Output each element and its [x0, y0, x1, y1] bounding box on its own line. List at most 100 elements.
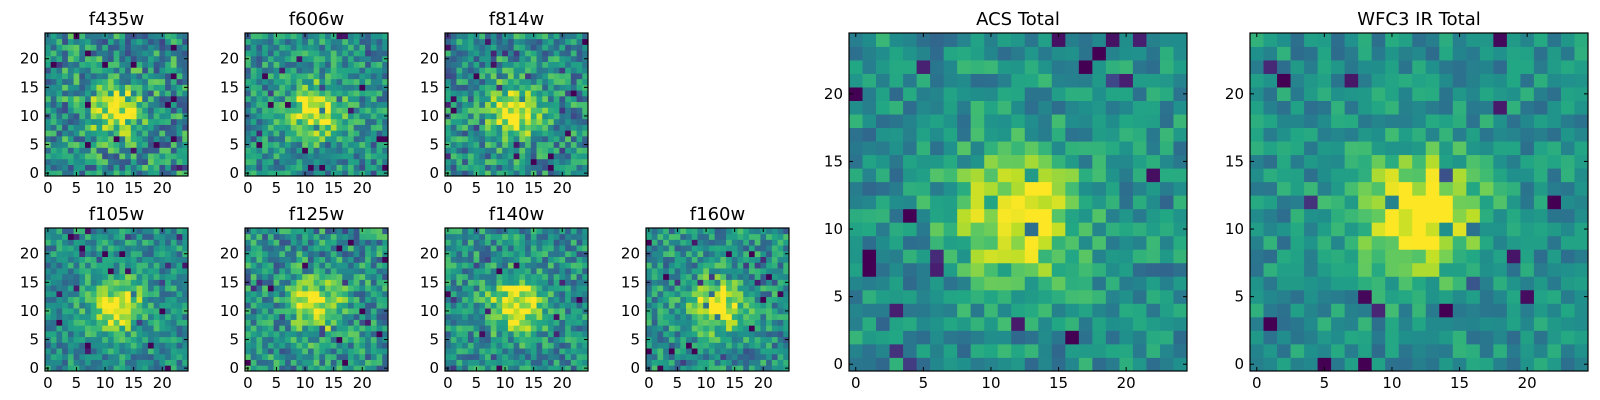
heatmap-cell — [553, 365, 560, 372]
heatmap-cell — [290, 256, 297, 263]
heatmap-cell — [726, 342, 733, 349]
heatmap-cell — [771, 330, 778, 338]
heatmap-cell — [62, 164, 69, 171]
heatmap-cell — [62, 256, 69, 263]
heatmap-cell — [90, 90, 97, 97]
heatmap-cell — [467, 228, 474, 235]
heatmap-cell — [50, 325, 57, 332]
heatmap-cell — [542, 256, 549, 263]
heatmap-cell — [777, 319, 784, 326]
heatmap-cell — [119, 61, 126, 68]
heatmap-cell — [262, 290, 269, 298]
heatmap-cell — [359, 135, 366, 143]
heatmap-cell — [336, 308, 343, 315]
heatmap-cell — [125, 147, 132, 154]
heatmap-cell — [708, 348, 716, 355]
heatmap-cell — [714, 239, 721, 246]
heatmap-cell — [67, 353, 74, 360]
heatmap-cell — [296, 61, 303, 68]
heatmap-cell — [319, 262, 326, 269]
heatmap-cell — [530, 78, 537, 85]
heatmap-cell — [889, 289, 904, 304]
heatmap-cell — [113, 118, 120, 125]
heatmap-cell — [777, 245, 784, 252]
heatmap-cell — [536, 290, 543, 298]
heatmap-cell — [565, 319, 572, 326]
heatmap-cell — [136, 101, 143, 108]
heatmap-cell — [479, 107, 486, 114]
heatmap-cell — [680, 268, 687, 275]
heatmap-cell — [113, 365, 120, 372]
heatmap-cell — [1173, 343, 1188, 358]
heatmap-cell — [668, 228, 675, 235]
heatmap-cell — [90, 308, 97, 315]
heatmap-cell — [279, 290, 286, 298]
heatmap-cell — [67, 90, 74, 97]
heatmap-cell — [336, 153, 343, 160]
heatmap-cell — [943, 330, 958, 345]
heatmap-cell — [45, 124, 52, 131]
heatmap-cell — [347, 135, 355, 143]
heatmap-cell — [170, 95, 177, 103]
heatmap-cell — [513, 365, 520, 372]
heatmap-cell — [330, 73, 337, 80]
heatmap-cell — [62, 147, 69, 154]
heatmap-cell — [290, 90, 297, 97]
heatmap-cell — [102, 38, 109, 45]
heatmap-cell — [467, 319, 474, 326]
heatmap-cell — [90, 33, 97, 40]
heatmap-cell — [170, 268, 177, 275]
heatmap-cell — [176, 38, 183, 45]
heatmap-cell — [382, 256, 389, 263]
heatmap-cell — [279, 228, 286, 235]
heatmap-cell — [313, 319, 320, 326]
heatmap-cell — [559, 141, 566, 148]
heatmap-cell — [490, 233, 497, 240]
heatmap-cell — [79, 290, 86, 298]
heatmap-cell — [496, 135, 503, 143]
heatmap-cell — [125, 296, 132, 303]
heatmap-cell — [1146, 181, 1161, 196]
heatmap-cell — [107, 353, 115, 360]
heatmap-cell — [513, 262, 520, 269]
heatmap-cell — [119, 135, 126, 143]
heatmap-cell — [576, 113, 583, 120]
heatmap-cell — [365, 61, 372, 68]
heatmap-cell — [347, 296, 355, 303]
heatmap-cell — [159, 336, 166, 343]
heatmap-cell — [56, 141, 63, 148]
heatmap-cell — [342, 101, 349, 108]
heatmap-cell — [559, 313, 566, 320]
heatmap-cell — [325, 84, 332, 91]
heatmap-cell — [536, 256, 543, 263]
heatmap-cell — [353, 147, 360, 154]
heatmap-cell — [342, 262, 349, 269]
heatmap-cell — [668, 325, 675, 332]
heatmap-cell — [485, 164, 492, 171]
heatmap-cell — [256, 365, 263, 372]
x-tick-label: 5 — [272, 179, 282, 197]
heatmap-cell — [56, 262, 63, 269]
heatmap-cell — [576, 348, 583, 355]
heatmap-cell — [325, 279, 332, 286]
heatmap-cell — [85, 50, 92, 57]
panel-title: f105w — [89, 204, 144, 225]
heatmap-cell — [285, 141, 292, 148]
heatmap-cell — [582, 67, 589, 74]
heatmap-cell — [984, 249, 999, 264]
heatmap-cell — [513, 245, 520, 252]
heatmap-cell — [85, 233, 92, 240]
heatmap-cell — [45, 164, 52, 171]
heatmap-cell — [330, 250, 337, 257]
heatmap-cell — [731, 262, 738, 269]
heatmap-cell — [473, 348, 480, 355]
heatmap-cell — [359, 113, 366, 120]
heatmap-cell — [542, 158, 549, 165]
heatmap-cell — [726, 313, 733, 320]
heatmap-cell — [359, 290, 366, 298]
heatmap-cell — [319, 268, 326, 275]
heatmap-cell — [159, 67, 166, 74]
heatmap-cell — [56, 290, 63, 298]
heatmap-cell — [307, 147, 315, 154]
